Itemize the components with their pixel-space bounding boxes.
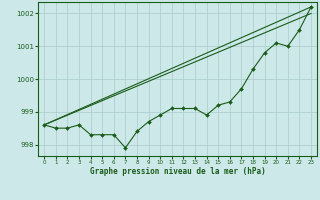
X-axis label: Graphe pression niveau de la mer (hPa): Graphe pression niveau de la mer (hPa) [90, 167, 266, 176]
